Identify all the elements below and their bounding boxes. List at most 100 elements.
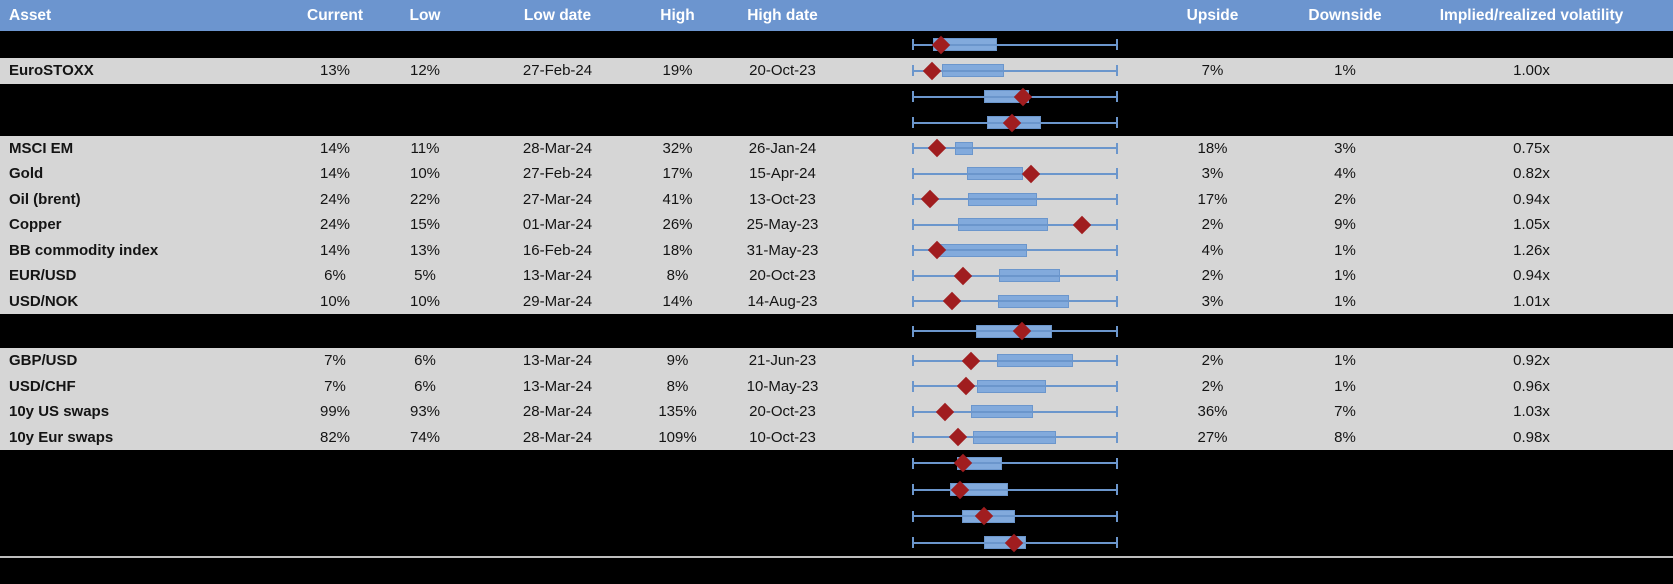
boxplot — [912, 503, 1118, 530]
high-cell: 17% — [662, 165, 693, 183]
asset-cell: USD/NOK — [9, 292, 79, 310]
high-date-cell: 14-Aug-23 — [747, 292, 818, 310]
high-cell: 32% — [662, 139, 693, 157]
boxplot — [912, 450, 1118, 477]
high-cell: 9% — [666, 352, 689, 370]
asset-cell: MSCI EM — [9, 139, 74, 157]
upside-cell: 4% — [1201, 241, 1224, 259]
low-cell: 11% — [410, 139, 440, 157]
high-date-cell: 20-Oct-23 — [749, 403, 816, 421]
low-cell: 6% — [414, 352, 436, 370]
whisker-line — [912, 300, 1118, 303]
high-date-cell: 31-May-23 — [746, 241, 819, 259]
low-cell: 74% — [409, 428, 441, 446]
whisker-cap-right — [1116, 193, 1118, 205]
whisker-cap-right — [1116, 142, 1118, 154]
current-cell: 10% — [319, 292, 351, 310]
upside-cell: 27% — [1197, 428, 1228, 446]
range-chart-cell — [855, 289, 1125, 315]
whisker-line — [912, 488, 1118, 491]
high-cell: 135% — [658, 403, 697, 421]
boxplot — [912, 238, 1118, 264]
table-row: GBP/USD 7% 6% 13-Mar-24 9% 21-Jun-23 2% 1% 0.92x — [0, 348, 1673, 374]
low-cell: 5% — [414, 267, 436, 285]
current-cell: 82% — [319, 428, 351, 446]
downside-cell: 4% — [1334, 165, 1356, 183]
current-cell: 14% — [319, 165, 351, 183]
current-cell: 6% — [324, 267, 346, 285]
downside-cell: 1% — [1334, 292, 1356, 310]
current-marker-diamond — [1022, 164, 1041, 183]
high-date-cell: 15-Apr-24 — [749, 165, 816, 183]
boxplot — [912, 110, 1118, 136]
table-row: 10y US swaps 99% 93% 28-Mar-24 135% 20-Oct-23… — [0, 399, 1673, 425]
current-cell: 24% — [319, 190, 351, 208]
boxplot — [912, 58, 1118, 84]
range-chart-cell — [855, 263, 1125, 289]
current-cell: 7% — [324, 377, 346, 395]
table-row: EuroSTOXX 13% 12% 27-Feb-24 19% 20-Oct-23 7% 1%… — [0, 58, 1673, 84]
range-chart-cell — [855, 31, 1125, 58]
high-date-cell: 21-Jun-23 — [748, 352, 817, 370]
high-cell: 41% — [662, 190, 693, 208]
downside-cell: 1% — [1334, 267, 1356, 285]
current-marker-diamond — [956, 377, 976, 396]
low-date-cell: 28-Mar-24 — [522, 139, 593, 157]
boxplot — [912, 314, 1118, 348]
high-date-cell: 20-Oct-23 — [749, 267, 816, 285]
whisker-cap-right — [1116, 91, 1118, 102]
range-chart-cell — [855, 374, 1125, 400]
low-date-cell: 29-Mar-24 — [522, 292, 593, 310]
range-chart-cell — [855, 161, 1125, 187]
asset-cell: Oil (brent) — [9, 190, 81, 208]
current-cell: 7% — [324, 352, 346, 370]
boxplot — [912, 530, 1118, 557]
range-chart-cell — [855, 238, 1125, 264]
range-chart-cell — [855, 136, 1125, 162]
current-cell: 14% — [319, 139, 351, 157]
current-marker-diamond — [942, 292, 962, 311]
upside-cell: 3% — [1201, 165, 1224, 183]
table-row: USD/CHF 7% 6% 13-Mar-24 8% 10-May-23 2% 1% 0.96x — [0, 373, 1673, 400]
spacer-row — [0, 83, 1673, 110]
implied-realized-volatility-cell: 1.00x — [1513, 62, 1550, 80]
downside-cell: 3% — [1334, 139, 1356, 157]
whisker-cap-right — [1116, 168, 1118, 180]
implied-realized-volatility-cell: 1.05x — [1513, 216, 1550, 234]
low-cell: 10% — [409, 292, 441, 310]
whisker-cap-left — [912, 510, 914, 522]
range-chart-cell — [855, 450, 1125, 477]
whisker-cap-left — [912, 193, 914, 205]
high-cell: 14% — [662, 292, 693, 310]
spacer-row — [0, 503, 1673, 530]
implied-realized-volatility-cell: 0.92x — [1513, 352, 1550, 370]
range-chart-cell — [855, 399, 1125, 425]
range-chart-cell — [855, 58, 1125, 84]
current-cell: 13% — [319, 62, 351, 80]
current-marker-diamond — [953, 266, 973, 285]
downside-cell: 2% — [1334, 190, 1356, 208]
boxplot — [912, 477, 1118, 504]
whisker-cap-left — [912, 295, 914, 307]
low-date-cell: 16-Feb-24 — [522, 241, 593, 259]
implied-realized-volatility-cell: 1.03x — [1513, 403, 1550, 421]
whisker-cap-left — [912, 39, 914, 50]
upside-cell: 7% — [1201, 62, 1224, 80]
downside-cell: 1% — [1334, 377, 1356, 395]
whisker-cap-right — [1116, 380, 1118, 392]
bottom-divider — [0, 556, 1673, 558]
downside-cell: 9% — [1334, 216, 1356, 234]
whisker-cap-right — [1116, 39, 1118, 50]
implied-realized-volatility-cell: 0.96x — [1513, 377, 1550, 395]
implied-realized-volatility-cell: 0.94x — [1513, 190, 1550, 208]
implied-realized-volatility-cell: 0.82x — [1513, 165, 1550, 183]
whisker-cap-left — [912, 65, 914, 77]
whisker-cap-left — [912, 325, 914, 337]
range-chart-cell — [855, 187, 1125, 213]
low-date-cell: 13-Mar-24 — [522, 267, 593, 285]
header-low: Low — [409, 6, 441, 24]
high-date-cell: 25-May-23 — [746, 216, 819, 234]
asset-cell: GBP/USD — [9, 352, 78, 370]
whisker-cap-left — [912, 380, 914, 392]
